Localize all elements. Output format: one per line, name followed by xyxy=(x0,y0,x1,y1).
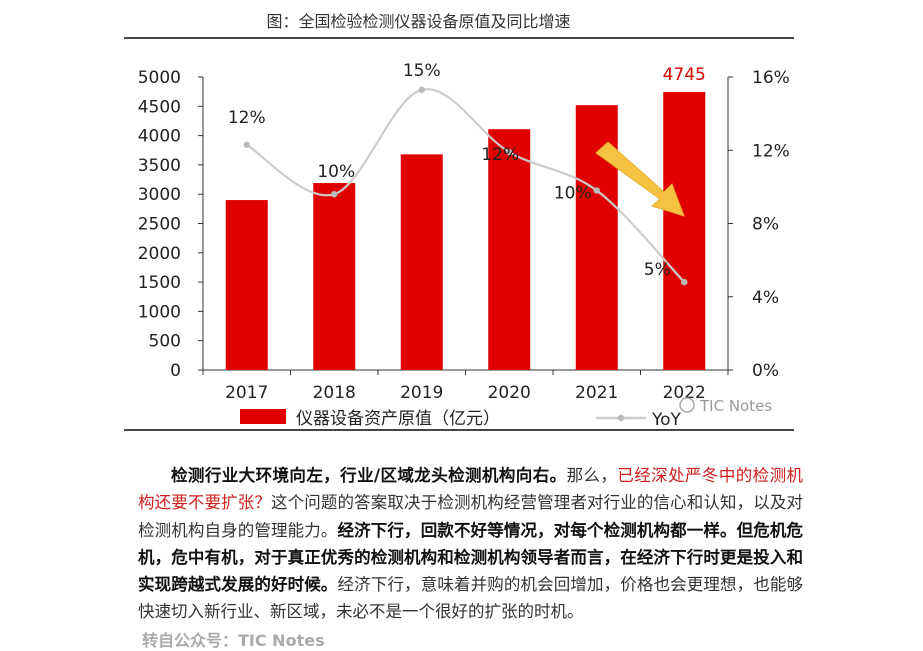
article-highlight: 已经深处严冬中的检测机构还要不要扩张？ xyxy=(138,466,804,513)
left-tick-label: 3000 xyxy=(138,185,181,205)
x-tick-label: 2021 xyxy=(575,383,618,403)
left-tick-label: 2500 xyxy=(138,215,181,235)
right-tick-label: 0% xyxy=(752,361,779,381)
left-tick-label: 1500 xyxy=(138,273,181,293)
yoy-point-2019 xyxy=(418,86,425,94)
bar-line-chart: 0 500 1000 1500 2000 2500 3000 3500 4000 4500 5000… xyxy=(138,61,790,430)
article-bold-2: 经济下行，回款不好等情况，对每个检测机构都一样。但危机危机，危中有机，对于真正优… xyxy=(138,520,804,595)
article-text-2: 这个问题的答案取决于检测机构经营管理者对行业的信心和认知，以及对检测机构自身的管… xyxy=(138,493,804,540)
article-paragraph: 检测行业大环境向左，行业/区域龙头检测机构向右。那么，已经深处严冬中的检测机构还… xyxy=(138,462,803,626)
article-bold-1: 检测行业大环境向左，行业/区域龙头检测机构向右。 xyxy=(171,466,567,485)
legend-line-marker xyxy=(617,414,625,422)
left-tick-label: 5000 xyxy=(138,68,181,88)
yoy-data-label: 12% xyxy=(228,108,266,128)
bar-data-label: 4745 xyxy=(663,65,706,85)
yoy-point-2022 xyxy=(681,278,688,286)
bar-2020 xyxy=(488,129,531,370)
x-tick-label: 2018 xyxy=(313,383,356,403)
legend-line-label: YoY xyxy=(651,410,682,430)
legend-bar-label: 仪器设备资产原值（亿元） xyxy=(296,409,500,429)
yoy-point-2021 xyxy=(593,187,600,194)
left-tick-label: 0 xyxy=(170,361,181,381)
article-text-1: 那么， xyxy=(566,466,618,485)
yoy-point-2018 xyxy=(331,191,338,198)
legend-bar-swatch xyxy=(240,409,286,424)
x-tick-label: 2017 xyxy=(225,383,268,403)
left-tick-label: 4500 xyxy=(138,97,181,117)
yoy-point-2020 xyxy=(506,148,513,156)
x-tick-label: 2020 xyxy=(488,383,531,403)
right-tick-label: 12% xyxy=(752,141,790,161)
trend-arrow-icon xyxy=(595,141,685,217)
right-tick-label: 16% xyxy=(752,68,790,88)
left-tick-label: 1000 xyxy=(138,302,181,322)
figure-caption: 图：全国检验检测仪器设备原值及同比增速 xyxy=(0,8,923,32)
yoy-line xyxy=(246,88,686,283)
right-tick-label: 8% xyxy=(752,215,779,235)
bar-2019 xyxy=(400,154,443,370)
bar-2022 xyxy=(663,91,706,371)
watermark-text: TIC Notes xyxy=(699,397,772,415)
bar-2017 xyxy=(225,200,268,370)
yoy-data-label: 12% xyxy=(481,145,519,165)
top-rule xyxy=(124,37,794,39)
yoy-point-2017 xyxy=(243,141,250,148)
yoy-data-label: 10% xyxy=(554,184,592,204)
yoy-data-label: 5% xyxy=(644,260,671,280)
wechat-watermark-icon xyxy=(679,397,695,413)
left-tick-label: 500 xyxy=(149,332,181,352)
article-text-3: 经济下行，意味着并购的机会回增加，价格也会更理想，也能够快速切入新行业、新区域，… xyxy=(138,575,804,622)
left-tick-label: 2000 xyxy=(138,244,181,264)
x-tick-label: 2019 xyxy=(400,383,443,403)
left-tick-label: 4000 xyxy=(138,127,181,147)
right-tick-label: 4% xyxy=(752,288,779,308)
bottom-rule xyxy=(124,429,794,431)
repost-note: 转自公众号：TIC Notes xyxy=(142,631,325,650)
x-tick-label: 2022 xyxy=(663,383,706,403)
yoy-data-label: 10% xyxy=(317,162,355,182)
left-tick-label: 3500 xyxy=(138,156,181,176)
yoy-data-label: 15% xyxy=(403,61,441,81)
figure-caption-text: 图：全国检验检测仪器设备原值及同比增速 xyxy=(266,12,571,31)
bar-2018 xyxy=(313,183,356,370)
